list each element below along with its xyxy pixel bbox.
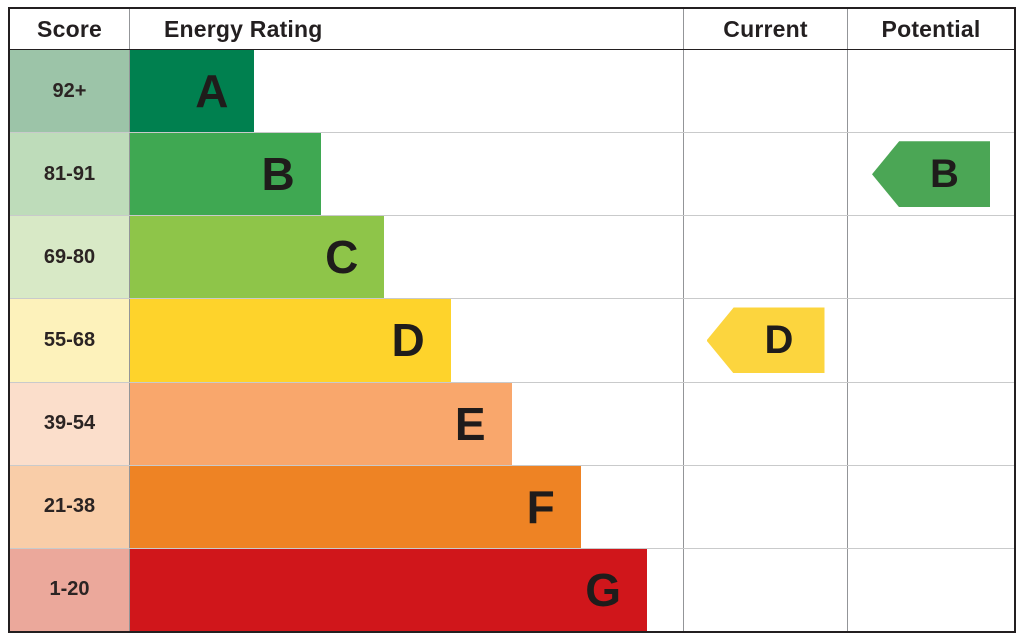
band-row-g: 1-20 G	[10, 548, 1014, 631]
band-row-d: 55-68 D D	[10, 299, 1014, 383]
band-letter: C	[325, 231, 359, 284]
potential-cell	[848, 50, 1014, 132]
band-score-label: 92+	[10, 50, 130, 133]
band-bar-cell: G	[130, 548, 684, 631]
header-score: Score	[10, 9, 130, 49]
band-bar-e: E	[130, 382, 512, 465]
band-letter: E	[454, 397, 486, 450]
potential-cell	[848, 466, 1014, 548]
current-rating-letter: D	[764, 318, 794, 363]
header-current: Current	[684, 9, 848, 49]
band-row-a: 92+ A	[10, 50, 1014, 134]
header-energy-rating: Energy Rating	[130, 9, 684, 49]
potential-cell	[848, 299, 1014, 381]
band-bar-d: D	[130, 299, 451, 382]
current-rating-arrow: D	[706, 307, 825, 374]
potential-rating-arrow: B	[872, 141, 990, 208]
band-letter: B	[261, 148, 295, 201]
band-score-label: 21-38	[10, 465, 130, 548]
band-bar-g: G	[130, 548, 648, 631]
current-cell	[684, 465, 848, 548]
current-cell: D	[684, 299, 848, 382]
potential-cell: B	[848, 133, 1014, 215]
current-cell	[684, 133, 848, 216]
band-bar-cell: F	[130, 465, 684, 548]
band-score-label: 1-20	[10, 548, 130, 631]
band-letter: F	[526, 480, 555, 533]
band-letter: A	[195, 65, 229, 118]
band-row-e: 39-54 E	[10, 382, 1014, 466]
band-bar-cell: E	[130, 382, 684, 465]
band-bar-a: A	[130, 50, 255, 133]
band-letter: G	[585, 563, 622, 616]
band-score-label: 69-80	[10, 216, 130, 299]
band-row-b: 81-91 B B	[10, 133, 1014, 217]
header-potential: Potential	[881, 15, 981, 42]
band-score-label: 81-91	[10, 133, 130, 216]
band-score-label: 55-68	[10, 299, 130, 382]
current-cell	[684, 50, 848, 133]
band-rows: 92+ A 81-91 B B 69-80 C 55-68 D D 39-54 E 21-38 F 1-20…	[10, 50, 1014, 631]
potential-rating-letter: B	[930, 152, 959, 197]
band-bar-cell: D	[130, 299, 684, 382]
potential-cell	[848, 549, 1014, 631]
band-bar-c: C	[130, 216, 385, 299]
band-row-f: 21-38 F	[10, 465, 1014, 549]
band-bar-f: F	[130, 465, 581, 548]
band-row-c: 69-80 C	[10, 216, 1014, 300]
header-row: Score Energy Rating Current Potential	[10, 9, 1014, 50]
potential-cell	[848, 383, 1014, 465]
current-cell	[684, 382, 848, 465]
band-bar-cell: B	[130, 133, 684, 216]
chart-frame: Score Energy Rating Current Potential 92…	[8, 7, 1016, 633]
band-score-label: 39-54	[10, 382, 130, 465]
band-bar-cell: C	[130, 216, 684, 299]
current-cell	[684, 548, 848, 631]
potential-cell	[848, 216, 1014, 298]
current-cell	[684, 216, 848, 299]
band-bar-cell: A	[130, 50, 684, 133]
band-letter: D	[391, 314, 425, 367]
band-bar-b: B	[130, 133, 321, 216]
